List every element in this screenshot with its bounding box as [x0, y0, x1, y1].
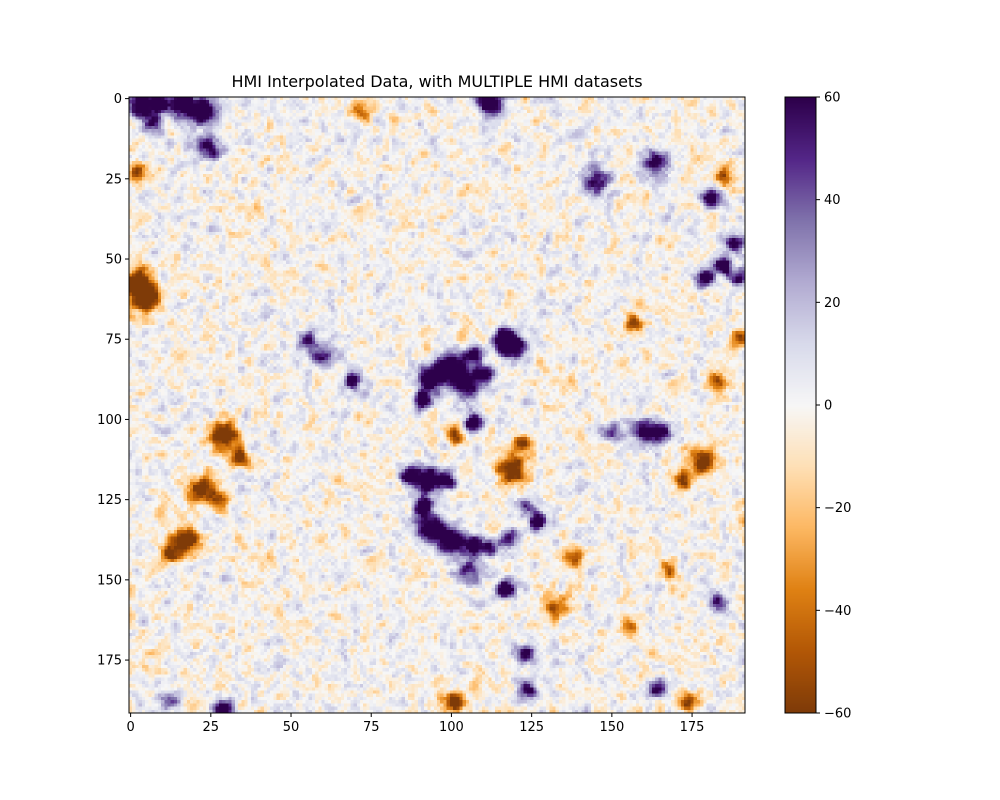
heatmap-frame — [128, 96, 746, 714]
colorbar-tick-label: 0 — [824, 399, 832, 414]
colorbar-tick-label: −40 — [824, 604, 851, 619]
y-tick-label: 125 — [97, 493, 122, 508]
y-axis: 0 25 50 75 100 125 150 175 — [97, 92, 129, 669]
y-tick-label: 100 — [97, 413, 122, 428]
x-axis: 0 25 50 75 100 125 150 175 — [126, 713, 704, 735]
colorbar-frame — [784, 96, 817, 714]
colorbar-tick-label: −20 — [824, 501, 851, 516]
y-tick-label: 175 — [97, 654, 122, 669]
y-tick-label: 0 — [114, 92, 122, 107]
colorbar-axis: 60 40 20 0 −20 −40 −60 — [816, 91, 851, 722]
colorbar-tick-label: −60 — [824, 707, 851, 722]
x-tick-label: 150 — [599, 720, 624, 735]
colorbar-tick-label: 60 — [824, 91, 841, 106]
x-tick-label: 50 — [283, 720, 300, 735]
x-tick-label: 175 — [680, 720, 705, 735]
x-tick-label: 125 — [519, 720, 544, 735]
x-tick-label: 75 — [363, 720, 380, 735]
colorbar-gradient — [785, 97, 816, 713]
heatmap-image — [129, 97, 745, 713]
y-tick-label: 150 — [97, 573, 122, 588]
chart-title: HMI Interpolated Data, with MULTIPLE HMI… — [231, 72, 643, 91]
x-tick-label: 0 — [126, 720, 134, 735]
x-tick-label: 100 — [439, 720, 464, 735]
y-tick-label: 25 — [105, 172, 122, 187]
colorbar-tick-label: 40 — [824, 193, 841, 208]
colorbar-tick-label: 20 — [824, 296, 841, 311]
y-tick-label: 50 — [105, 253, 122, 268]
y-tick-label: 75 — [105, 333, 122, 348]
x-tick-label: 25 — [203, 720, 220, 735]
